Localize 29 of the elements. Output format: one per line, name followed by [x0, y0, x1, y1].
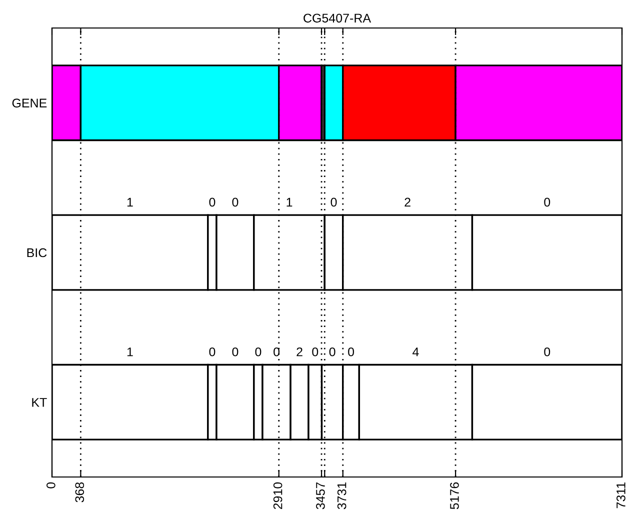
- annotation: 0: [209, 347, 216, 356]
- annotation: 4: [412, 348, 419, 356]
- annotation: 0: [255, 347, 262, 356]
- x-tick-label: 368: [75, 482, 84, 502]
- x-tick-label: 2910: [273, 482, 282, 510]
- annotation: 0: [312, 347, 318, 356]
- annotation: 0: [232, 198, 238, 207]
- x-tick-label: 7311: [616, 482, 626, 508]
- annotation: 0: [544, 198, 550, 207]
- x-tick-label: 3457: [316, 482, 325, 510]
- y-tick-label: BIC: [27, 248, 47, 258]
- annotation: 0: [329, 347, 336, 356]
- annotation: 1: [127, 198, 133, 207]
- annotation: 1: [127, 348, 133, 356]
- y-tick-label: KT: [32, 398, 47, 407]
- annotation: 0: [209, 198, 216, 207]
- annotation: 0: [348, 347, 354, 356]
- x-tick-label: 3731: [337, 482, 346, 510]
- annotation: 0: [274, 347, 280, 356]
- annotation: 1: [286, 198, 292, 207]
- x-tick-label: 5176: [450, 482, 459, 510]
- y-tick-label: GENE: [12, 98, 47, 108]
- annotation: 0: [544, 347, 550, 356]
- annotation: 2: [404, 198, 410, 207]
- annotation: 2: [296, 347, 302, 356]
- x-tick-label: 0: [46, 482, 56, 488]
- annotation: 0: [232, 347, 238, 356]
- chart-title: CG5407-RA: [304, 14, 372, 23]
- annotation: 0: [330, 198, 337, 207]
